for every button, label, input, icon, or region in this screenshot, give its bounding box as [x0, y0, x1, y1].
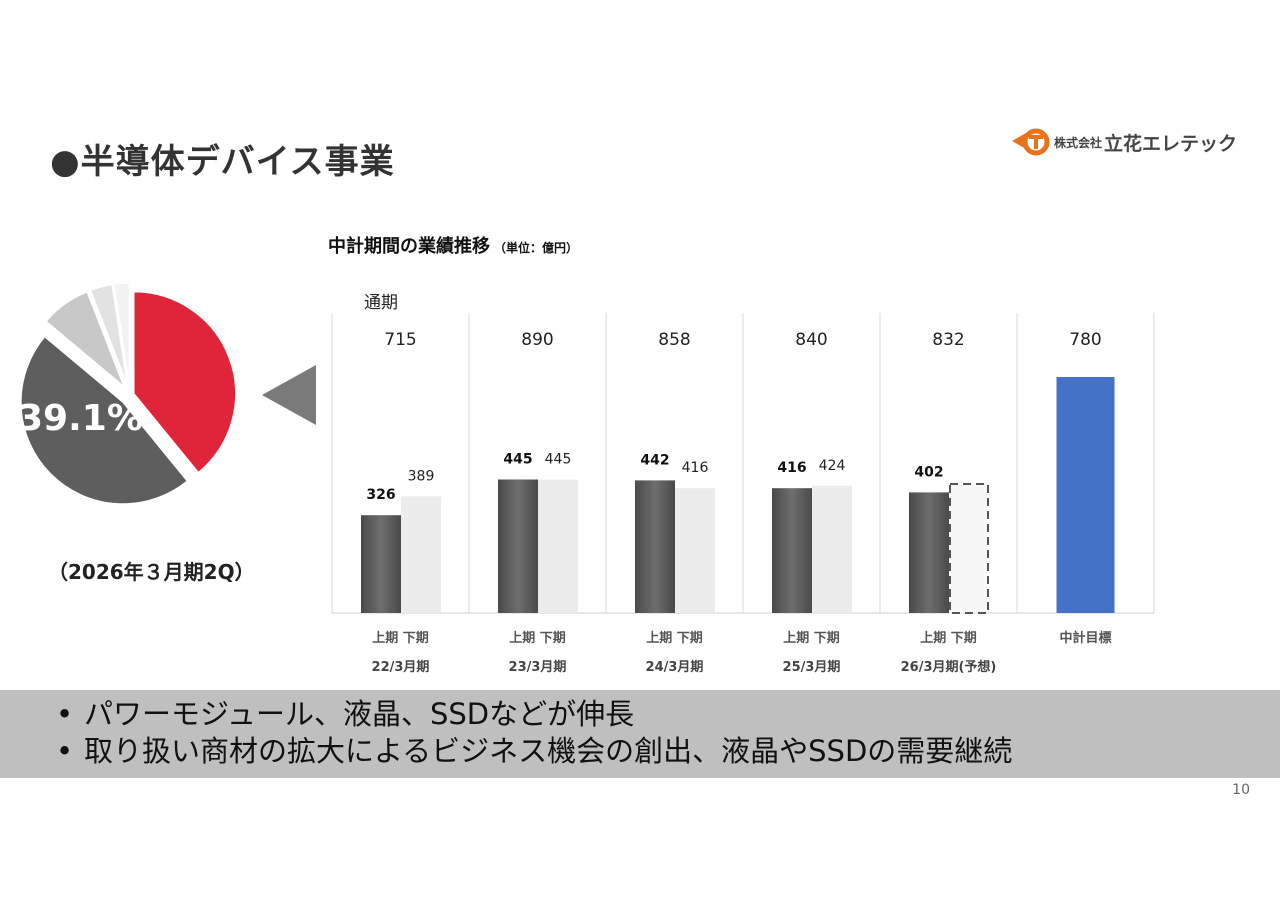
chart-title-text: 中計期間の業績推移 — [328, 236, 490, 257]
bar-second-half-label: 389 — [408, 468, 435, 484]
bar-first-half-label: 416 — [777, 460, 806, 476]
bar-first-half — [909, 492, 949, 613]
half-period-labels: 上期 下期 — [509, 631, 566, 646]
bullet-glyph: • — [56, 734, 74, 768]
bar-second-half — [675, 488, 715, 613]
bullet-glyph: • — [56, 697, 74, 731]
performance-bar-chart: 通期 715 326 389 上期 下期 22/3月期 890 445 445 上期 下期 23/3… — [331, 293, 1155, 675]
bar-second-half-label: 416 — [682, 460, 709, 476]
chart-unit-label: （単位：億円） — [494, 241, 579, 255]
page-title: ●半導体デバイス事業 — [50, 142, 395, 182]
bar-first-half — [361, 515, 401, 613]
bar-first-half-label: 326 — [366, 487, 395, 503]
annual-total-label: 840 — [795, 330, 827, 350]
logo-name: 立花エレテック — [1104, 132, 1238, 155]
bar-second-half-label: 445 — [545, 452, 572, 468]
pie-period-label: （2026年３月期2Q） — [48, 560, 255, 584]
tc-logo-icon — [1012, 128, 1050, 156]
half-period-labels: 上期 下期 — [646, 631, 703, 646]
half-period-labels: 上期 下期 — [372, 631, 429, 646]
page-number: 10 — [1232, 782, 1250, 798]
fiscal-year-label: 24/3月期 — [646, 660, 704, 675]
bar-second-half — [401, 496, 441, 613]
fiscal-year-label: 25/3月期 — [783, 660, 841, 675]
bar-first-half-label: 445 — [503, 452, 532, 468]
bar-first-half-label: 402 — [914, 464, 943, 480]
annual-total-label: 890 — [521, 330, 553, 350]
bar-second-half-forecast — [949, 483, 989, 614]
pie-slice-other-b — [44, 290, 125, 388]
annual-total-label: 832 — [932, 330, 964, 350]
bar-first-half — [635, 480, 675, 613]
half-period-labels: 上期 下期 — [783, 631, 840, 646]
bar-first-half — [772, 488, 812, 613]
target-value-label: 780 — [1069, 330, 1101, 350]
annual-label: 通期 — [364, 293, 398, 313]
pie-slice-semiconductor-devices — [133, 290, 237, 474]
company-logo: 株式会社 立花エレテック — [1012, 124, 1252, 160]
bar-second-half-label: 424 — [819, 458, 846, 474]
annual-total-label: 715 — [384, 330, 416, 350]
pie-share-label: 39.1% — [18, 398, 143, 439]
half-period-labels: 上期 下期 — [920, 631, 977, 646]
bullet-item: • パワーモジュール、液晶、SSDなどが伸長 — [56, 696, 1280, 733]
pie-slice-other-d — [113, 282, 130, 386]
bar-target — [1056, 377, 1115, 613]
fiscal-year-label: 23/3月期 — [509, 660, 567, 675]
pie-slice-other-a — [20, 335, 189, 505]
bullet-text: 取り扱い商材の拡大によるビジネス機会の創出、液晶やSSDの需要継続 — [84, 734, 1013, 768]
bar-first-half — [498, 479, 538, 613]
segment-share-pie — [20, 282, 237, 505]
pointer-arrow-icon — [262, 365, 316, 425]
target-label: 中計目標 — [1059, 630, 1111, 646]
pie-slice-other-c — [89, 283, 129, 386]
chart-title: 中計期間の業績推移 （単位：億円） — [328, 232, 578, 258]
bar-second-half — [538, 479, 578, 613]
fiscal-year-label: 26/3月期(予想) — [901, 659, 997, 675]
bullet-item: • 取り扱い商材の拡大によるビジネス機会の創出、液晶やSSDの需要継続 — [56, 733, 1280, 770]
bar-first-half-label: 442 — [640, 452, 669, 468]
annual-total-label: 858 — [658, 330, 690, 350]
logo-prefix: 株式会社 — [1054, 135, 1103, 150]
fiscal-year-label: 22/3月期 — [372, 660, 430, 675]
bar-second-half — [812, 485, 852, 613]
summary-banner: • パワーモジュール、液晶、SSDなどが伸長 • 取り扱い商材の拡大によるビジネス機… — [0, 690, 1280, 778]
bullet-text: パワーモジュール、液晶、SSDなどが伸長 — [84, 697, 635, 731]
